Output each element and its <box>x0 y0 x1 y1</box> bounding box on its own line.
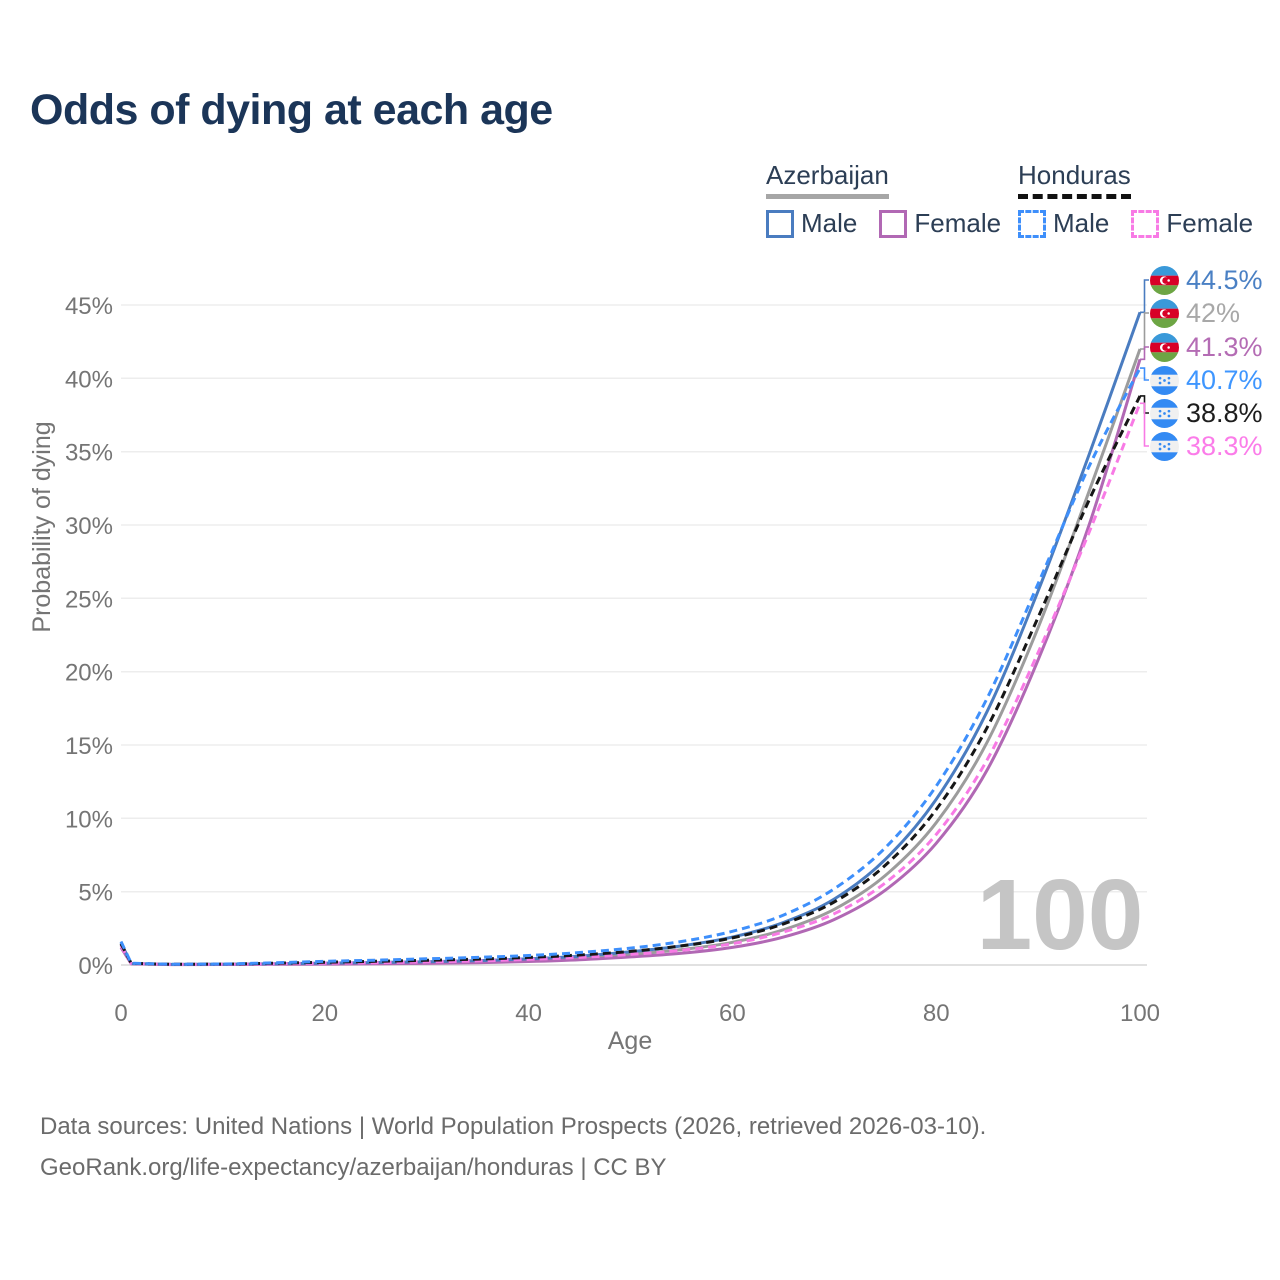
y-tick-label: 30% <box>65 513 113 540</box>
legend-swatch-honduras-male-icon <box>1018 209 1046 238</box>
y-tick-label: 40% <box>65 366 113 393</box>
end-value: 38.8% <box>1186 397 1263 428</box>
honduras-flag-icon <box>1150 398 1179 428</box>
footer: Data sources: United Nations | World Pop… <box>40 1106 986 1188</box>
x-axis-title: Age <box>608 1027 652 1055</box>
age-watermark: 100 <box>977 859 1144 971</box>
x-tick-label: 0 <box>114 1000 127 1027</box>
label-connector <box>1140 402 1149 447</box>
x-tick-label: 80 <box>923 1000 950 1027</box>
end-value: 40.7% <box>1186 364 1263 395</box>
series-line-honduras-both-sexes <box>119 395 1142 966</box>
y-tick-label: 15% <box>65 733 113 760</box>
legend-swatch-azerbaijan-male-icon <box>766 209 794 238</box>
legend-group-honduras: Honduras Male Female <box>1018 160 1275 239</box>
connector-layer <box>1140 279 1149 447</box>
x-tick-label: 60 <box>719 1000 746 1027</box>
end-label-azerbaijan-both: 42% <box>1150 297 1240 329</box>
legend-item-azerbaijan-male[interactable]: Male <box>766 208 857 239</box>
y-tick-label: 25% <box>65 586 113 613</box>
end-value: 38.3% <box>1186 430 1263 461</box>
legend-swatch-azerbaijan-female-icon <box>879 209 908 238</box>
footer-data-sources: Data sources: United Nations | World Pop… <box>40 1113 987 1140</box>
end-label-honduras-both: 38.8% <box>1150 397 1263 429</box>
end-value: 44.5% <box>1186 264 1263 295</box>
y-axis-title: Probability of dying <box>28 421 56 632</box>
y-tick-label: 10% <box>65 806 113 833</box>
legend-label: Male <box>1053 208 1110 238</box>
y-tick-label: 0% <box>78 953 113 980</box>
legend-label: Female <box>914 208 1002 238</box>
y-tick-label: 5% <box>78 880 113 907</box>
legend-item-honduras-male[interactable]: Male <box>1018 208 1109 239</box>
azerbaijan-flag-icon <box>1150 265 1179 295</box>
legend-item-azerbaijan-female[interactable]: Female <box>879 208 1001 239</box>
series-line-honduras-male <box>119 367 1142 966</box>
end-value: 41.3% <box>1186 331 1263 362</box>
honduras-flag-icon <box>1150 365 1179 395</box>
azerbaijan-flag-icon <box>1150 298 1179 328</box>
label-connector <box>1140 312 1149 350</box>
series-layer <box>119 311 1142 967</box>
chart-title: Odds of dying at each age <box>30 86 553 134</box>
footer-attribution: GeoRank.org/life-expectancy/azerbaijan/h… <box>40 1154 667 1181</box>
legend-swatch-honduras-female-icon <box>1131 209 1160 238</box>
label-connector <box>1140 279 1149 314</box>
legend-item-honduras-female[interactable]: Female <box>1131 208 1253 239</box>
honduras-flag-icon <box>1150 431 1179 461</box>
azerbaijan-flag-icon <box>1150 332 1179 362</box>
end-label-honduras-female: 38.3% <box>1150 430 1263 462</box>
end-label-azerbaijan-male: 44.5% <box>1150 264 1263 296</box>
end-label-azerbaijan-female: 41.3% <box>1150 331 1263 363</box>
legend-header-azerbaijan: Azerbaijan <box>766 160 889 199</box>
label-connector <box>1140 367 1149 381</box>
end-value: 42% <box>1186 297 1241 328</box>
legend-header-honduras: Honduras <box>1018 160 1131 199</box>
label-connector <box>1140 346 1149 361</box>
legend-label: Male <box>801 208 858 238</box>
y-tick-label: 45% <box>65 293 113 320</box>
legend-label: Female <box>1166 208 1254 238</box>
x-tick-label: 20 <box>311 1000 338 1027</box>
y-tick-label: 20% <box>65 660 113 687</box>
x-tick-label: 100 <box>1120 1000 1160 1027</box>
grid-layer: 0% 5% 10% 15% 20% 25% 30% 35% 40% 45% 0 20 40 60 80 100 <box>65 293 1160 1027</box>
x-tick-label: 40 <box>515 1000 542 1027</box>
legend-group-azerbaijan: Azerbaijan Male Female <box>766 160 1023 239</box>
end-label-honduras-male: 40.7% <box>1150 364 1263 396</box>
y-tick-label: 35% <box>65 440 113 467</box>
